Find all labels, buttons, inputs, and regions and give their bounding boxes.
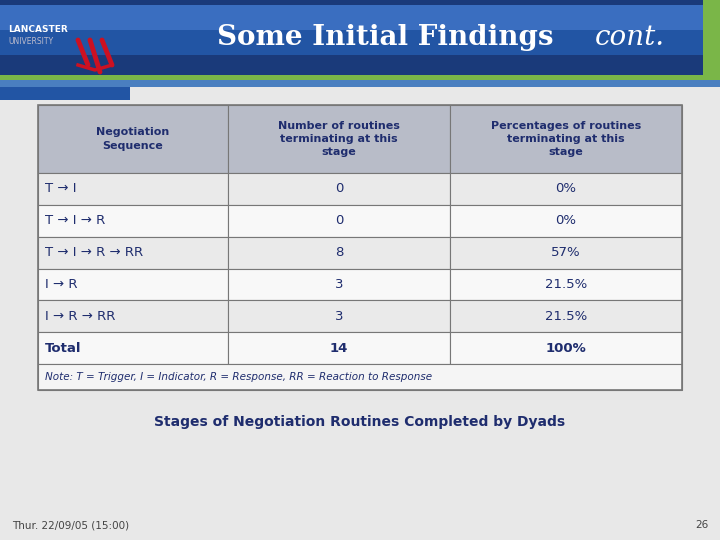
Bar <box>450 237 682 268</box>
Bar <box>228 268 450 300</box>
Bar <box>0 0 720 75</box>
Text: T → I → R: T → I → R <box>45 214 105 227</box>
Bar <box>38 105 228 173</box>
Bar <box>0 80 720 87</box>
Text: 14: 14 <box>330 342 348 355</box>
Text: 3: 3 <box>335 278 343 291</box>
Text: Note: T = Trigger, I = Indicator, R = Response, RR = Reaction to Response: Note: T = Trigger, I = Indicator, R = Re… <box>45 372 432 382</box>
Text: Number of routines
terminating at this
stage: Number of routines terminating at this s… <box>278 121 400 157</box>
Text: T → I: T → I <box>45 183 76 195</box>
Bar <box>38 205 228 237</box>
Text: Percentages of routines
terminating at this
stage: Percentages of routines terminating at t… <box>491 121 642 157</box>
Bar <box>703 0 720 75</box>
Bar <box>450 105 682 173</box>
Bar <box>228 300 450 332</box>
Text: 0%: 0% <box>556 214 577 227</box>
Bar <box>0 20 720 55</box>
Text: 57%: 57% <box>552 246 581 259</box>
Text: Stages of Negotiation Routines Completed by Dyads: Stages of Negotiation Routines Completed… <box>154 415 566 429</box>
Text: 8: 8 <box>335 246 343 259</box>
Bar <box>228 332 450 364</box>
Text: cont.: cont. <box>595 24 665 51</box>
Text: 0: 0 <box>335 183 343 195</box>
Bar <box>450 332 682 364</box>
Text: Negotiation
Sequence: Negotiation Sequence <box>96 127 170 151</box>
Bar <box>450 300 682 332</box>
Text: Total: Total <box>45 342 81 355</box>
Text: 21.5%: 21.5% <box>545 278 588 291</box>
Bar <box>38 300 228 332</box>
Bar <box>228 173 450 205</box>
Bar <box>0 0 720 30</box>
Bar <box>0 75 720 80</box>
Bar <box>38 268 228 300</box>
Bar <box>0 80 130 100</box>
Text: LANCASTER: LANCASTER <box>8 25 68 34</box>
Text: Thur. 22/09/05 (15:00): Thur. 22/09/05 (15:00) <box>12 520 129 530</box>
Text: UNIVERSITY: UNIVERSITY <box>8 37 53 46</box>
Text: Some Initial Findings: Some Initial Findings <box>217 24 563 51</box>
Text: 26: 26 <box>695 520 708 530</box>
Text: T → I → R → RR: T → I → R → RR <box>45 246 143 259</box>
Text: 100%: 100% <box>546 342 587 355</box>
Bar <box>450 268 682 300</box>
Bar <box>228 105 450 173</box>
Bar <box>450 173 682 205</box>
Bar <box>38 332 228 364</box>
Bar <box>228 205 450 237</box>
Bar <box>38 237 228 268</box>
Text: I → R → RR: I → R → RR <box>45 310 115 323</box>
Text: 0%: 0% <box>556 183 577 195</box>
Bar <box>450 205 682 237</box>
Bar <box>38 105 682 390</box>
Bar <box>0 0 720 5</box>
Bar <box>38 364 682 390</box>
Bar <box>228 237 450 268</box>
Text: I → R: I → R <box>45 278 78 291</box>
Text: 3: 3 <box>335 310 343 323</box>
Text: 21.5%: 21.5% <box>545 310 588 323</box>
Bar <box>38 173 228 205</box>
Text: 0: 0 <box>335 214 343 227</box>
